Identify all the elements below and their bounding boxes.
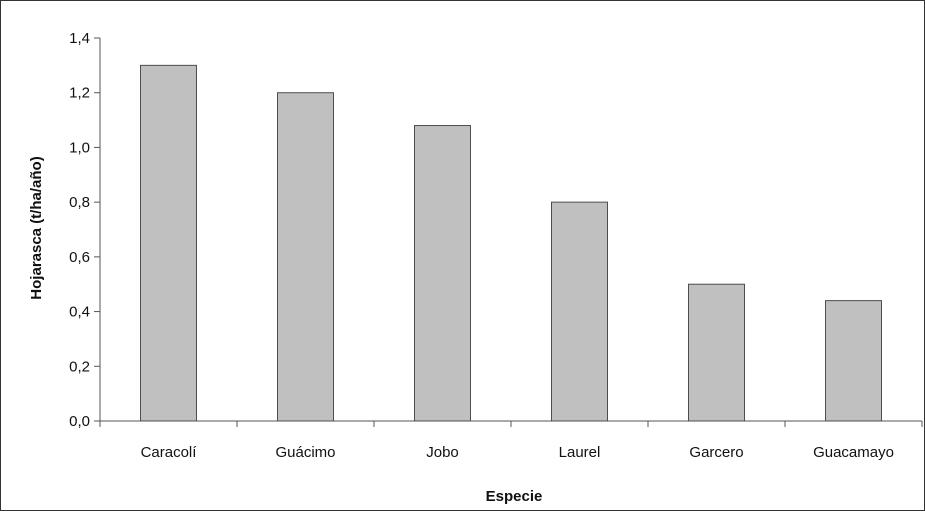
x-axis: Caracolí Guácimo Jobo Laurel Garcero Guacamay… (99, 420, 923, 461)
y-tick-label: 0,0 (69, 413, 90, 430)
y-tick-label: 1,4 (69, 30, 90, 47)
y-tick-label: 0,2 (69, 358, 90, 375)
x-axis-title: Especie (486, 488, 543, 505)
bar (688, 283, 745, 422)
x-tick-label: Guacamayo (813, 444, 894, 461)
y-tick-label: 0,6 (69, 249, 90, 266)
y-tick-label: 0,4 (69, 304, 90, 321)
bar (277, 92, 334, 422)
y-tick-label: 0,8 (69, 194, 90, 211)
x-tick-label: Laurel (559, 444, 601, 461)
y-tick-label: 1,0 (69, 139, 90, 156)
x-tick-label: Jobo (426, 444, 459, 461)
y-tick-label: 1,2 (69, 85, 90, 102)
x-tick-label: Guácimo (275, 444, 335, 461)
bar (140, 64, 197, 422)
bar (551, 201, 608, 422)
y-axis-title: Hojarasca (t/ha/año) (28, 156, 45, 299)
bar (414, 125, 471, 422)
y-axis: 0,0 0,2 0,4 0,6 0,8 1,0 1,2 1,4 (69, 30, 101, 430)
x-tick-label: Garcero (689, 444, 743, 461)
bar (825, 300, 882, 422)
x-tick-label: Caracolí (141, 444, 198, 461)
bars (140, 64, 882, 422)
